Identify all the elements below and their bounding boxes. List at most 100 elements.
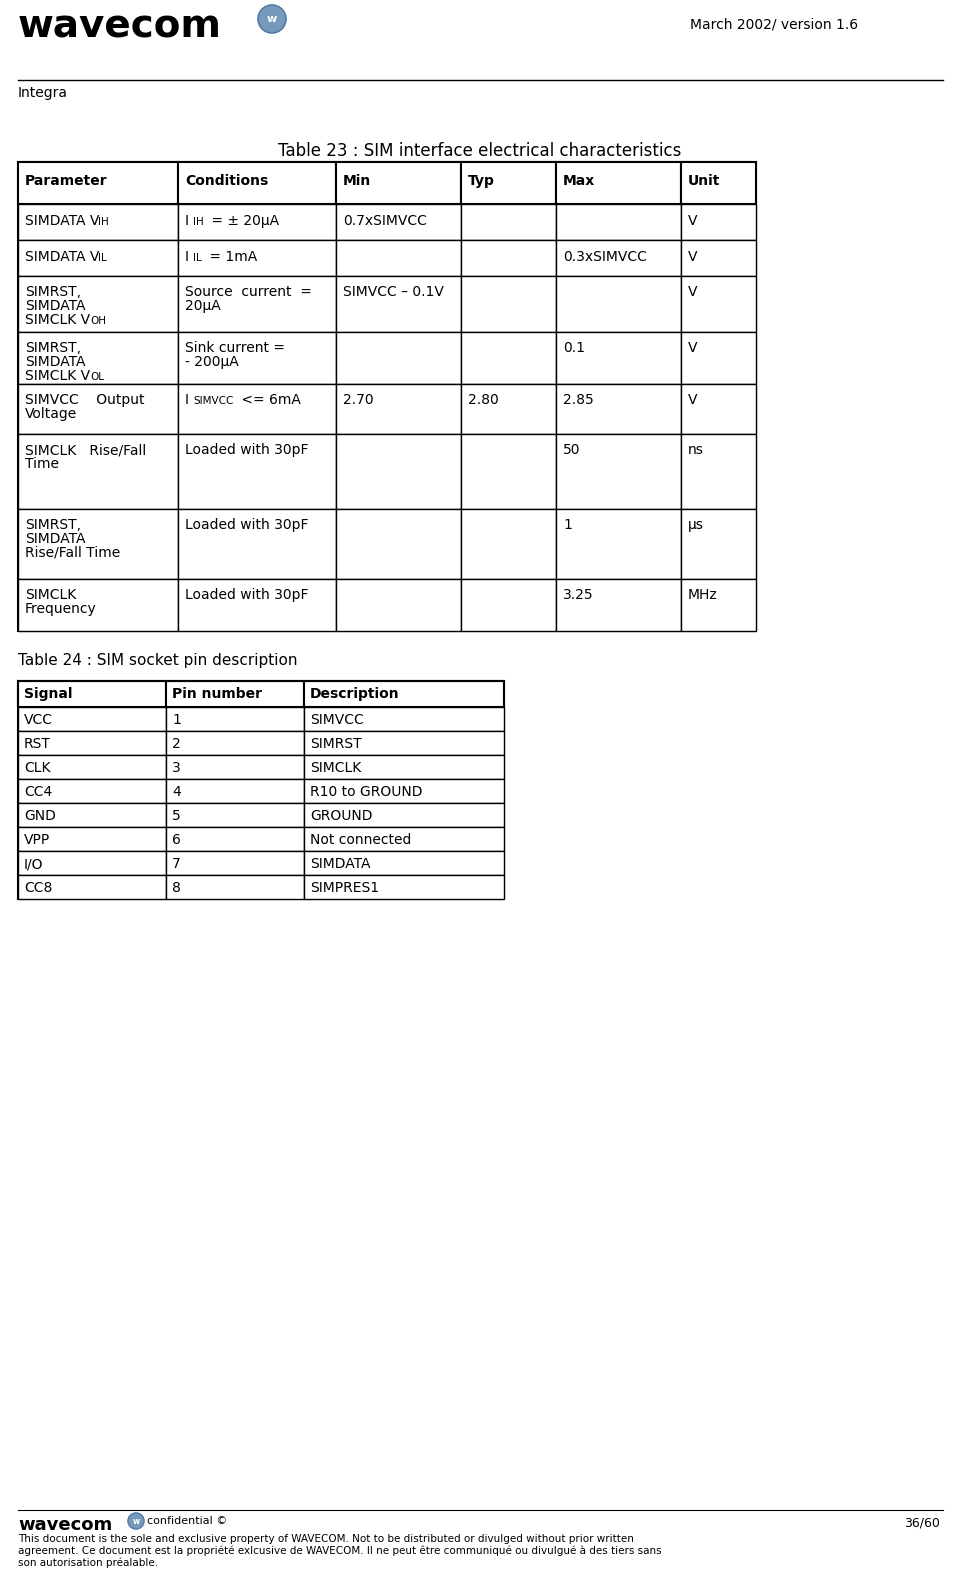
Bar (681, 275, 756, 332)
Bar (336, 332, 461, 384)
Text: confidential ©: confidential © (147, 1516, 227, 1527)
Bar (18, 707, 166, 731)
Text: RST: RST (24, 737, 51, 751)
Bar (681, 509, 756, 579)
Text: V: V (688, 250, 698, 264)
Text: Rise/Fall Time: Rise/Fall Time (25, 546, 120, 560)
Bar (556, 204, 681, 240)
Text: w: w (267, 14, 277, 24)
Text: CC8: CC8 (24, 881, 53, 895)
Bar (556, 161, 681, 204)
Text: = ± 20µA: = ± 20µA (207, 214, 279, 228)
Text: wavecom: wavecom (18, 8, 222, 46)
Bar (18, 804, 166, 827)
Text: GND: GND (24, 808, 56, 823)
Text: OH: OH (90, 316, 106, 326)
Bar (336, 579, 461, 631)
Text: SIMVCC – 0.1V: SIMVCC – 0.1V (343, 285, 444, 299)
Text: Typ: Typ (468, 174, 495, 188)
Bar (166, 680, 304, 707)
Text: Voltage: Voltage (25, 407, 77, 421)
Text: IH: IH (98, 217, 109, 226)
Text: I: I (185, 392, 189, 407)
Bar (461, 161, 556, 204)
Text: 0.3xSIMVCC: 0.3xSIMVCC (563, 250, 647, 264)
Bar (18, 161, 756, 631)
Bar (461, 509, 556, 579)
Bar (681, 204, 756, 240)
Bar (18, 755, 166, 778)
Text: V: V (688, 342, 698, 354)
Bar (166, 755, 304, 778)
Text: wavecom: wavecom (18, 1516, 112, 1535)
Text: Source  current  =: Source current = (185, 285, 312, 299)
Text: Sink current =: Sink current = (185, 342, 285, 354)
Text: Unit: Unit (688, 174, 721, 188)
Text: 2.80: 2.80 (468, 392, 499, 407)
Bar (178, 509, 336, 579)
Text: MHz: MHz (688, 589, 718, 603)
Bar (18, 731, 166, 755)
Bar (166, 778, 304, 804)
Text: 2: 2 (172, 737, 181, 751)
Bar (166, 875, 304, 899)
Bar (18, 827, 166, 851)
Text: IH: IH (193, 217, 204, 226)
Bar (178, 433, 336, 509)
Text: IL: IL (193, 253, 202, 263)
Bar (178, 204, 336, 240)
Text: agreement. Ce document est la propriété exlcusive de WAVECOM. Il ne peut être co: agreement. Ce document est la propriété … (18, 1546, 661, 1557)
Bar (304, 875, 504, 899)
Text: 50: 50 (563, 443, 580, 457)
Bar (178, 161, 336, 204)
Text: SIMRST,: SIMRST, (25, 517, 81, 532)
Bar (18, 875, 166, 899)
Text: V: V (688, 285, 698, 299)
Text: SIMDATA: SIMDATA (25, 354, 86, 369)
Text: Table 24 : SIM socket pin description: Table 24 : SIM socket pin description (18, 653, 298, 668)
Bar (336, 275, 461, 332)
Text: SIMDATA V: SIMDATA V (25, 214, 99, 228)
Text: Parameter: Parameter (25, 174, 108, 188)
Bar (461, 332, 556, 384)
Bar (178, 275, 336, 332)
Text: Signal: Signal (24, 687, 72, 701)
Text: SIMVCC    Output: SIMVCC Output (25, 392, 144, 407)
Text: <= 6mA: <= 6mA (237, 392, 301, 407)
Text: = 1mA: = 1mA (205, 250, 258, 264)
Text: Time: Time (25, 457, 59, 471)
Bar (18, 778, 166, 804)
Bar (461, 433, 556, 509)
Text: March 2002/ version 1.6: March 2002/ version 1.6 (690, 17, 858, 32)
Bar (336, 204, 461, 240)
Bar (18, 579, 178, 631)
Text: Integra: Integra (18, 85, 68, 100)
Bar (18, 384, 178, 433)
Text: 3.25: 3.25 (563, 589, 594, 603)
Text: µs: µs (688, 517, 703, 532)
Bar (18, 680, 504, 899)
Bar (18, 433, 178, 509)
Text: SIMDATA V: SIMDATA V (25, 250, 99, 264)
Text: Conditions: Conditions (185, 174, 268, 188)
Text: SIMRST: SIMRST (310, 737, 361, 751)
Bar (336, 433, 461, 509)
Text: Loaded with 30pF: Loaded with 30pF (185, 589, 308, 603)
Text: GROUND: GROUND (310, 808, 373, 823)
Text: SIMPRES1: SIMPRES1 (310, 881, 380, 895)
Text: V: V (688, 392, 698, 407)
Bar (461, 384, 556, 433)
Bar (166, 804, 304, 827)
Text: 36/60: 36/60 (904, 1516, 940, 1528)
Text: 2.85: 2.85 (563, 392, 594, 407)
Bar (336, 240, 461, 275)
Text: VPP: VPP (24, 834, 50, 846)
Bar (178, 332, 336, 384)
Text: SIMRST,: SIMRST, (25, 285, 81, 299)
Bar (304, 851, 504, 875)
Bar (556, 275, 681, 332)
Bar (18, 332, 178, 384)
Text: SIMCLK   Rise/Fall: SIMCLK Rise/Fall (25, 443, 146, 457)
Text: 2.70: 2.70 (343, 392, 374, 407)
Text: Frequency: Frequency (25, 603, 97, 615)
